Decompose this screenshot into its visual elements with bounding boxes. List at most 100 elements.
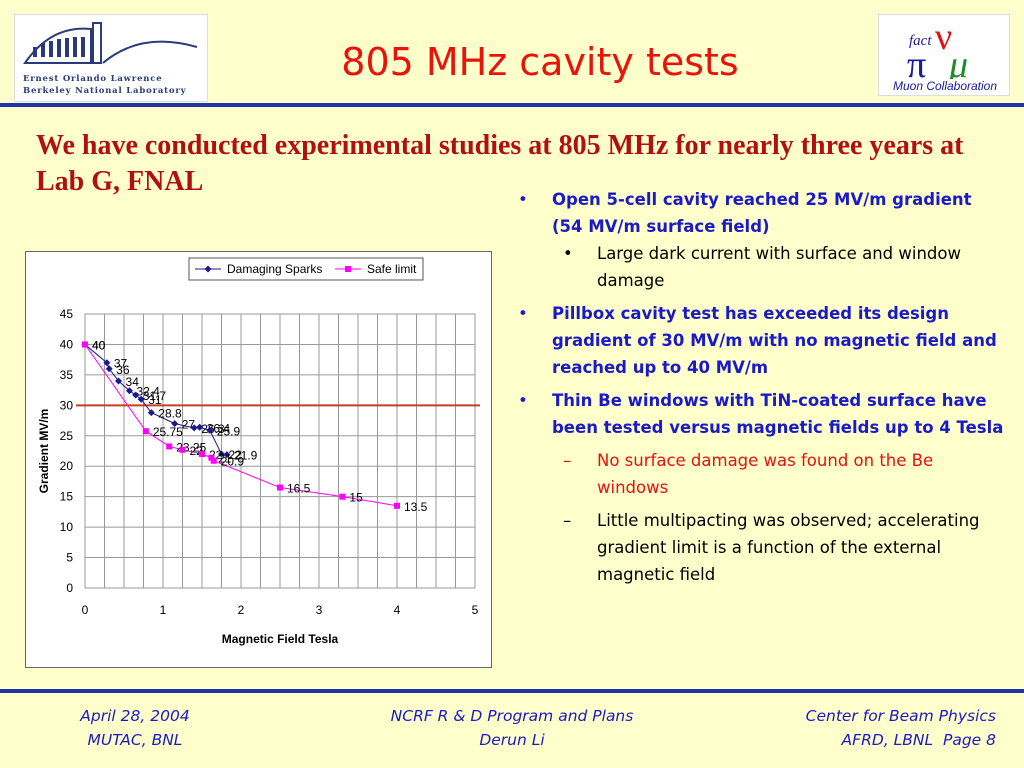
safe-data-label: 40 bbox=[92, 338, 106, 352]
bullet-pillbox-text: Pillbox cavity test has exceeded its des… bbox=[552, 304, 997, 377]
sparks-point bbox=[223, 451, 231, 459]
lbnl-logo: Ernest Orlando Lawrence Berkeley Nationa… bbox=[14, 14, 208, 102]
lbnl-text-line1: Ernest Orlando Lawrence bbox=[23, 74, 163, 84]
subbullet-no-damage: – No surface damage was found on the Be w… bbox=[563, 451, 934, 497]
lbnl-text-line2: Berkeley National Laboratory bbox=[23, 86, 187, 96]
safe-data-label: 21 bbox=[218, 452, 232, 466]
x-tick-label: 2 bbox=[238, 603, 245, 617]
safe-point bbox=[208, 454, 215, 461]
safe-point bbox=[166, 443, 173, 450]
sparks-point bbox=[103, 359, 111, 367]
y-tick-label: 5 bbox=[66, 551, 73, 565]
svg-text:μ: μ bbox=[948, 44, 968, 79]
muon-logo-caption: Muon Collaboration bbox=[892, 79, 998, 93]
lbnl-building-icon bbox=[23, 22, 198, 64]
footer-left: April 28, 2004 MUTAC, BNL bbox=[40, 704, 230, 752]
y-tick-label: 45 bbox=[60, 307, 74, 321]
sparks-point bbox=[196, 423, 204, 431]
bullet-be-windows-text: Thin Be windows with TiN-coated surface … bbox=[552, 391, 1004, 437]
x-tick-label: 5 bbox=[472, 603, 479, 617]
sparks-point bbox=[218, 450, 225, 458]
gradient-vs-field-chart: 0 1 2 3 4 5 0 5 10 15 20 25 30 35 40 45 Magnetic Field T… bbox=[25, 251, 492, 668]
legend-label-0: Damaging Sparks bbox=[227, 262, 322, 276]
x-axis-title: Magnetic Field Tesla bbox=[222, 632, 339, 646]
safe-point bbox=[339, 493, 346, 500]
bullet-list: • Open 5-cell cavity reached 25 MV/m grad… bbox=[515, 186, 1005, 588]
footer-venue: MUTAC, BNL bbox=[87, 731, 183, 749]
y-tick-label: 40 bbox=[60, 337, 74, 351]
sparks-point bbox=[125, 387, 133, 395]
series-line-1 bbox=[84, 344, 398, 507]
sparks-data-label: 26.4 bbox=[207, 421, 231, 435]
sparks-data-label: 36 bbox=[116, 363, 130, 377]
sparks-data-label: 21.9 bbox=[234, 449, 258, 463]
lbnl-wordmark: Ernest Orlando Lawrence Berkeley Nationa… bbox=[23, 73, 203, 97]
subbullet-no-damage-text: No surface damage was found on the Be wi… bbox=[597, 451, 934, 497]
svg-text:ν: ν bbox=[935, 16, 952, 58]
sparks-data-label: 28.8 bbox=[158, 407, 182, 421]
x-tick-label: 3 bbox=[316, 603, 323, 617]
x-tick-label: 0 bbox=[82, 603, 89, 617]
legend-marker-square bbox=[345, 266, 351, 272]
svg-text:π: π bbox=[907, 44, 926, 79]
sparks-data-label: 25.9 bbox=[217, 424, 241, 438]
bullet-open-cavity: • Open 5-cell cavity reached 25 MV/m grad… bbox=[518, 190, 972, 236]
sparks-data-label: 26.3 bbox=[201, 422, 225, 436]
y-tick-label: 25 bbox=[60, 429, 74, 443]
safe-point bbox=[210, 457, 217, 464]
footer-affiliation-line: AFRD, LBNL Page 8 bbox=[700, 728, 996, 752]
safe-point bbox=[199, 451, 205, 458]
safe-data-label: 16.5 bbox=[287, 482, 311, 496]
y-tick-label: 20 bbox=[60, 459, 74, 473]
x-tick-label: 1 bbox=[160, 603, 167, 617]
footer-org: Center for Beam Physics bbox=[805, 707, 996, 725]
legend-label-1: Safe limit bbox=[367, 262, 417, 276]
bullet-pillbox: • Pillbox cavity test has exceeded its de… bbox=[518, 304, 997, 377]
nufact-mu-icon: fact ν π μ bbox=[907, 16, 968, 86]
logo-fact-text: fact bbox=[909, 33, 932, 49]
safe-data-label: 20.9 bbox=[221, 455, 245, 469]
y-axis-title: Gradient MV/m bbox=[37, 409, 51, 494]
sparks-point bbox=[137, 395, 145, 403]
footer-center: NCRF R & D Program and Plans Derun Li bbox=[312, 704, 712, 752]
y-tick-label: 10 bbox=[60, 520, 74, 534]
subbullet-dark-current-text: Large dark current with surface and wind… bbox=[597, 244, 961, 290]
footer-affiliation: AFRD, LBNL bbox=[841, 731, 934, 749]
sparks-point bbox=[132, 391, 140, 399]
sparks-data-label: 40 bbox=[92, 338, 106, 352]
sparks-point bbox=[105, 365, 113, 373]
bullet-be-windows: • Thin Be windows with TiN-coated surface… bbox=[518, 391, 1004, 437]
y-tick-label: 35 bbox=[60, 368, 74, 382]
safe-point bbox=[142, 428, 149, 435]
y-tick-label: 0 bbox=[66, 581, 73, 595]
safe-point bbox=[179, 446, 186, 453]
footer-speaker: Derun Li bbox=[479, 731, 545, 749]
legend-marker-diamond bbox=[204, 265, 212, 273]
legend-box bbox=[188, 257, 424, 281]
sparks-data-label: 34 bbox=[126, 375, 140, 389]
sparks-point bbox=[171, 420, 179, 428]
safe-data-label: 15 bbox=[349, 491, 363, 505]
footer-talk-title: NCRF R & D Program and Plans bbox=[390, 707, 634, 725]
safe-data-label: 25.75 bbox=[153, 425, 183, 439]
footer-divider bbox=[0, 689, 1024, 693]
bullet-open-cavity-text: Open 5-cell cavity reached 25 MV/m gradi… bbox=[552, 190, 972, 236]
x-tick-label: 4 bbox=[394, 603, 401, 617]
page-number: Page 8 bbox=[942, 731, 996, 749]
sparks-point bbox=[147, 409, 155, 417]
safe-point bbox=[82, 341, 88, 348]
subbullet-multipacting: – Little multipacting was observed; accel… bbox=[563, 511, 980, 584]
safe-data-label: 13.5 bbox=[404, 500, 428, 514]
slide-subtitle: We have conducted experimental studies a… bbox=[36, 130, 964, 197]
sparks-data-label: 31 bbox=[148, 393, 162, 407]
subbullet-multipacting-text: Little multipacting was observed; accele… bbox=[597, 511, 980, 584]
sparks-point bbox=[190, 424, 198, 432]
y-tick-label: 15 bbox=[60, 490, 74, 504]
subbullet-dark-current: • Large dark current with surface and win… bbox=[563, 244, 961, 290]
header-divider bbox=[0, 103, 1024, 107]
y-tick-label: 30 bbox=[60, 398, 74, 412]
muon-collaboration-logo: fact ν π μ Muon Collaboration bbox=[878, 14, 1010, 96]
sparks-point bbox=[206, 426, 214, 434]
sparks-data-label: 22 bbox=[229, 448, 243, 462]
